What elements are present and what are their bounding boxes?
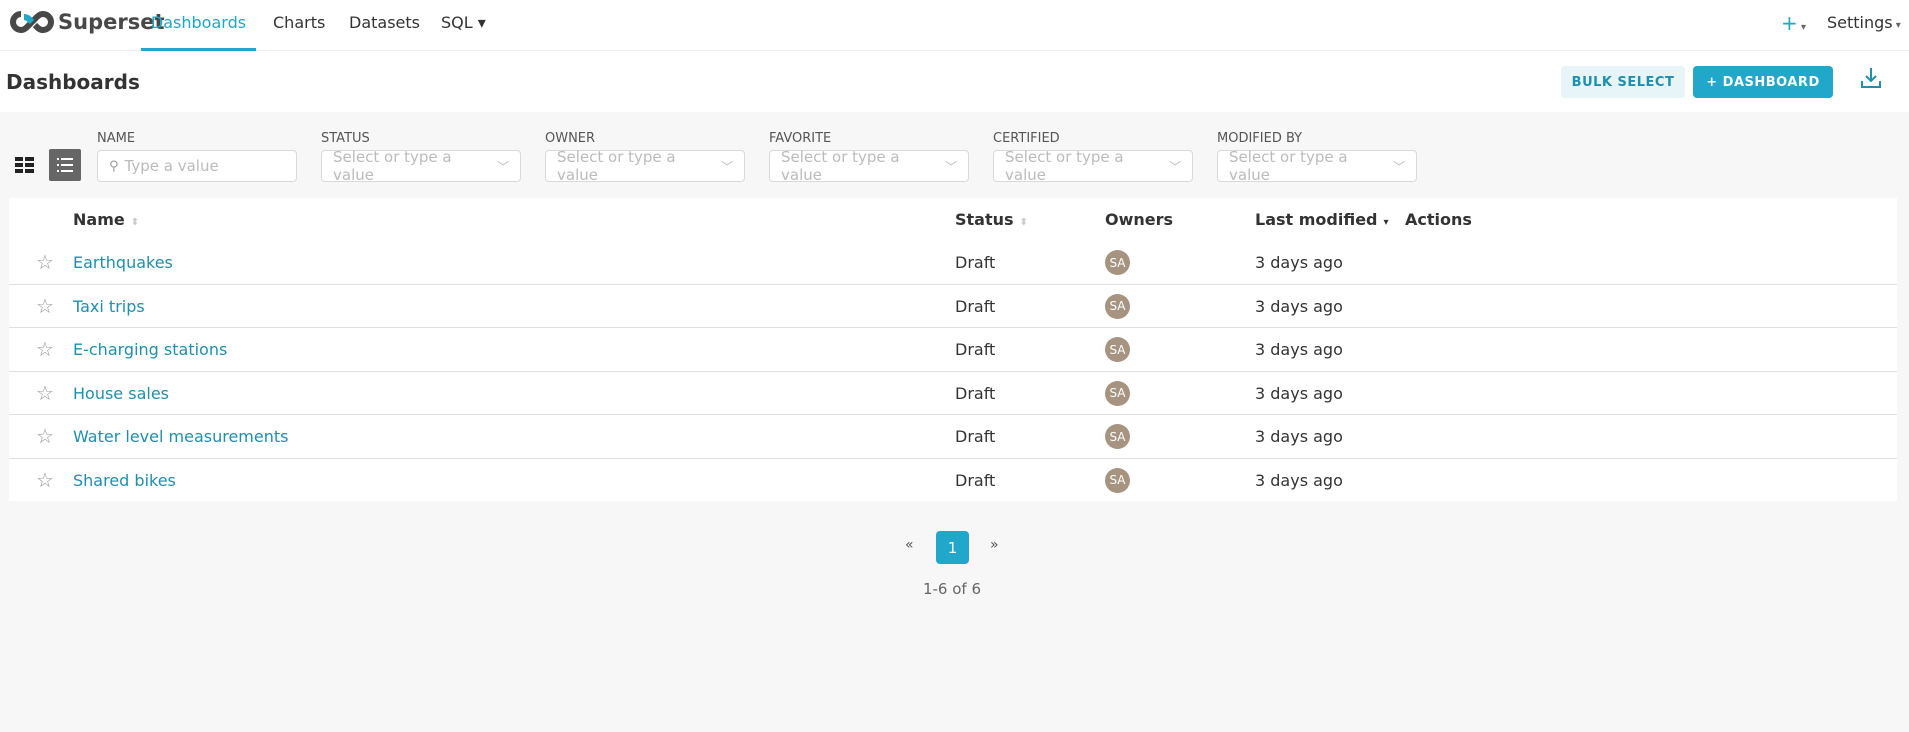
dashboard-link[interactable]: E-charging stations [73, 340, 228, 359]
settings-menu[interactable]: Settings ▾ [1827, 13, 1901, 32]
dashboard-link[interactable]: Shared bikes [73, 470, 176, 490]
table-row: ☆ Taxi trips Draft SA 3 days ago [9, 285, 1897, 328]
column-label: Status [955, 210, 1014, 229]
sort-icon: ⬍ [130, 217, 140, 228]
avatar[interactable]: SA [1105, 467, 1130, 493]
column-label: Last modified [1255, 210, 1378, 229]
card-view-icon[interactable] [15, 157, 34, 173]
chevron-down-icon: ﹀ [496, 159, 509, 174]
dashboard-link[interactable]: Earthquakes [73, 253, 173, 272]
brand-name: Superset [58, 10, 165, 34]
filter-modified-by-select[interactable]: Select or type a value ﹀ [1217, 148, 1417, 184]
filter-owner-label: OWNER [545, 131, 596, 146]
download-icon[interactable] [1859, 66, 1883, 90]
page-title: Dashboards [6, 70, 140, 94]
column-actions: Actions [1405, 210, 1472, 229]
top-nav: Superset Dashboards Charts Datasets SQL … [0, 0, 1909, 51]
chevron-down-icon: ﹀ [1392, 159, 1405, 174]
column-name[interactable]: Name ⬍ [73, 210, 139, 229]
status-cell: Draft [955, 470, 996, 490]
table-row: ☆ Water level measurements Draft SA 3 da… [9, 415, 1897, 459]
column-last-modified[interactable]: Last modified ▾ [1255, 210, 1389, 229]
list-icon [57, 158, 73, 172]
pagination-page-1[interactable]: 1 [936, 531, 969, 564]
sort-icon: ⬍ [1019, 217, 1028, 228]
table-row: ☆ Earthquakes Draft SA 3 days ago [9, 241, 1897, 285]
filter-owner-select[interactable]: Select or type a value ﹀ [545, 148, 745, 184]
dashboard-link[interactable]: House sales [73, 383, 169, 403]
placeholder: Select or type a value [557, 148, 676, 184]
superset-logo[interactable]: Superset [10, 10, 165, 34]
status-cell: Draft [955, 340, 996, 359]
filter-name-input[interactable]: ⚲ Type a value [97, 150, 297, 182]
tab-charts[interactable]: Charts [273, 13, 326, 32]
pagination-prev[interactable]: « [905, 537, 914, 553]
filter-status-label: STATUS [321, 131, 370, 146]
dashboard-link[interactable]: Taxi trips [73, 296, 145, 316]
list-view-button[interactable] [49, 149, 81, 181]
chevron-down-icon: ﹀ [720, 159, 733, 174]
filter-name-label: NAME [97, 131, 136, 146]
placeholder: Select or type a value [1229, 148, 1348, 184]
favorite-star-icon[interactable]: ☆ [36, 424, 54, 448]
dashboard-link[interactable]: Water level measurements [73, 427, 289, 446]
placeholder: Select or type a value [1005, 148, 1124, 184]
sort-desc-icon: ▾ [1383, 217, 1389, 228]
last-modified-cell: 3 days ago [1255, 470, 1343, 490]
avatar[interactable]: SA [1105, 337, 1130, 362]
placeholder: Type a value [124, 157, 219, 175]
add-dashboard-button[interactable]: + DASHBOARD [1693, 66, 1833, 98]
chevron-down-icon: ﹀ [944, 159, 957, 174]
favorite-star-icon[interactable]: ☆ [36, 250, 54, 274]
avatar[interactable]: SA [1105, 250, 1130, 275]
search-icon: ⚲ [109, 158, 119, 174]
status-cell: Draft [955, 383, 996, 403]
chevron-down-icon: ﹀ [1168, 159, 1181, 174]
dashboards-table [9, 198, 1897, 501]
table-row: ☆ House sales Draft SA 3 days ago [9, 372, 1897, 415]
column-status[interactable]: Status ⬍ [955, 210, 1028, 229]
favorite-star-icon[interactable]: ☆ [36, 293, 54, 318]
pagination-summary: 1-6 of 6 [922, 580, 982, 598]
avatar[interactable]: SA [1105, 293, 1130, 319]
new-menu-button[interactable]: + ▾ [1781, 11, 1806, 35]
table-row: ☆ E-charging stations Draft SA 3 days ag… [9, 328, 1897, 372]
plus-icon: + [1781, 11, 1798, 35]
tab-sql[interactable]: SQL ▾ [441, 13, 486, 32]
filter-certified-select[interactable]: Select or type a value ﹀ [993, 148, 1193, 184]
last-modified-cell: 3 days ago [1255, 383, 1343, 403]
filter-modified-by-label: MODIFIED BY [1217, 131, 1303, 146]
favorite-star-icon[interactable]: ☆ [36, 337, 54, 361]
pagination-next[interactable]: » [990, 537, 999, 553]
filter-favorite-select[interactable]: Select or type a value ﹀ [769, 148, 969, 184]
last-modified-cell: 3 days ago [1255, 340, 1343, 359]
filter-status-select[interactable]: Select or type a value ﹀ [321, 148, 521, 184]
logo-icon [10, 10, 54, 34]
tab-datasets[interactable]: Datasets [349, 13, 420, 32]
column-label: Name [73, 210, 125, 229]
filter-certified-label: CERTIFIED [993, 131, 1060, 146]
table-row: ☆ Shared bikes Draft SA 3 days ago [9, 459, 1897, 503]
last-modified-cell: 3 days ago [1255, 427, 1343, 446]
last-modified-cell: 3 days ago [1255, 253, 1343, 272]
tab-dashboards[interactable]: Dashboards [141, 0, 256, 51]
settings-label: Settings [1827, 13, 1893, 32]
placeholder: Select or type a value [781, 148, 900, 184]
last-modified-cell: 3 days ago [1255, 296, 1343, 316]
status-cell: Draft [955, 427, 996, 446]
filter-favorite-label: FAVORITE [769, 131, 832, 146]
column-owners: Owners [1105, 210, 1174, 229]
page-header: Dashboards BULK SELECT + DASHBOARD [0, 51, 1909, 112]
status-cell: Draft [955, 296, 996, 316]
avatar[interactable]: SA [1105, 380, 1130, 406]
bulk-select-button[interactable]: BULK SELECT [1561, 66, 1685, 98]
favorite-star-icon[interactable]: ☆ [36, 380, 54, 405]
favorite-star-icon[interactable]: ☆ [36, 467, 54, 492]
status-cell: Draft [955, 253, 996, 272]
avatar[interactable]: SA [1105, 424, 1130, 449]
placeholder: Select or type a value [333, 148, 452, 184]
